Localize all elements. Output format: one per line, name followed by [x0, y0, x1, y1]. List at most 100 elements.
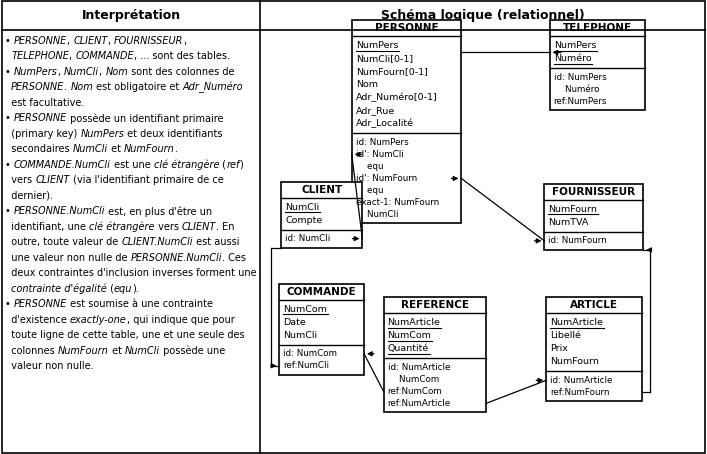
Text: identifiant, une: identifiant, une [5, 222, 89, 232]
Text: ,: , [67, 35, 74, 45]
Text: •: • [5, 159, 14, 169]
Text: NumPers: NumPers [554, 41, 596, 50]
Bar [281, 182, 363, 247]
Text: Schéma logique (relationnel): Schéma logique (relationnel) [380, 9, 585, 22]
Text: vers: vers [5, 175, 35, 185]
Text: est obligatoire et: est obligatoire et [93, 82, 182, 92]
Text: (via l'identifiant primaire de ce: (via l'identifiant primaire de ce [69, 175, 223, 185]
Text: ref:NumCom: ref:NumCom [387, 387, 443, 396]
Text: Numéro: Numéro [554, 54, 591, 64]
Text: NumCli: NumCli [73, 144, 108, 154]
Text: Adr_Numéro: Adr_Numéro [182, 82, 243, 94]
Text: Libellé: Libellé [550, 331, 581, 340]
Text: ): ) [240, 159, 243, 169]
Text: id: NumArticle: id: NumArticle [387, 363, 450, 372]
Text: CLIENT: CLIENT [301, 185, 342, 195]
Text: outre, toute valeur de: outre, toute valeur de [5, 237, 122, 247]
Text: Adr_Numéro[0-1]: Adr_Numéro[0-1] [356, 93, 438, 103]
Text: equ: equ [114, 283, 132, 293]
Text: COMMANDE: COMMANDE [76, 51, 134, 61]
Text: ).: ). [132, 283, 139, 293]
Text: id: NumArticle: id: NumArticle [550, 376, 612, 385]
Text: ref: ref [226, 159, 240, 169]
Text: id: NumCli: id: NumCli [285, 234, 330, 243]
Text: exactly-one: exactly-one [70, 315, 127, 325]
Text: CLIENT: CLIENT [182, 222, 216, 232]
Text: possède un identifiant primaire: possède un identifiant primaire [67, 113, 223, 123]
Text: NumCom: NumCom [284, 305, 327, 314]
Bar [279, 284, 364, 375]
Text: Nom: Nom [105, 66, 128, 77]
Text: PERSONNE: PERSONNE [14, 113, 67, 123]
Bar [544, 184, 643, 250]
Text: (: ( [219, 159, 226, 169]
Text: (: ( [107, 283, 114, 293]
Text: exact-1: NumFourn: exact-1: NumFourn [356, 198, 439, 207]
Text: ref:NumArticle: ref:NumArticle [387, 399, 450, 408]
Text: possède une: possède une [160, 345, 225, 356]
Text: NumFourn: NumFourn [124, 144, 175, 154]
Text: , qui indique que pour: , qui indique que pour [127, 315, 235, 325]
Text: valeur non nulle.: valeur non nulle. [5, 361, 93, 371]
Text: id: NumPers: id: NumPers [554, 73, 607, 82]
Text: d'existence: d'existence [5, 315, 70, 325]
Text: NumCom: NumCom [387, 375, 439, 384]
Text: et: et [108, 144, 124, 154]
Bar [351, 20, 461, 223]
Text: NumCli[0-1]: NumCli[0-1] [356, 54, 413, 64]
Text: secondaires: secondaires [5, 144, 73, 154]
Bar [384, 297, 486, 412]
Text: REFERENCE: REFERENCE [401, 301, 469, 311]
Text: ,: , [99, 66, 105, 77]
Text: •: • [5, 299, 14, 309]
Text: CLIENT: CLIENT [35, 175, 69, 185]
Text: ,: , [58, 66, 64, 77]
Text: ,: , [183, 35, 187, 45]
Text: ,: , [69, 51, 76, 61]
Text: .: . [64, 82, 71, 92]
Text: CLIENT: CLIENT [74, 35, 108, 45]
Text: sont des colonnes de: sont des colonnes de [128, 66, 235, 77]
Text: . Ces: . Ces [222, 252, 246, 262]
Text: NumPers: NumPers [356, 41, 398, 50]
Text: •: • [5, 35, 14, 45]
Text: Quantité: Quantité [387, 345, 429, 353]
Text: NumFourn: NumFourn [549, 205, 597, 214]
Text: NumCom: NumCom [387, 331, 431, 340]
Text: Numéro: Numéro [554, 85, 600, 94]
Text: NumCli: NumCli [124, 345, 160, 355]
Text: est aussi: est aussi [193, 237, 240, 247]
Text: et deux identifiants: et deux identifiants [124, 128, 223, 138]
Text: id: NumCom: id: NumCom [284, 349, 337, 358]
Text: PERSONNE: PERSONNE [11, 82, 64, 92]
Text: PERSONNE: PERSONNE [14, 35, 67, 45]
Bar [547, 297, 642, 401]
Text: une valeur non nulle de: une valeur non nulle de [5, 252, 131, 262]
Text: dernier).: dernier). [5, 191, 53, 201]
Text: FOURNISSEUR: FOURNISSEUR [552, 187, 636, 197]
Text: COMMANDE.NumCli: COMMANDE.NumCli [14, 159, 111, 169]
Text: Adr_Localité: Adr_Localité [356, 119, 414, 128]
Text: est soumise à une contrainte: est soumise à une contrainte [67, 299, 214, 309]
Text: PERSONNE: PERSONNE [375, 24, 438, 34]
Text: id: NumPers: id: NumPers [356, 138, 409, 147]
Text: ,: , [108, 35, 114, 45]
Text: vers: vers [155, 222, 182, 232]
Text: colonnes: colonnes [5, 345, 58, 355]
Text: NumFourn: NumFourn [550, 357, 599, 366]
Text: (primary key): (primary key) [5, 128, 81, 138]
Text: NumCli: NumCli [285, 202, 319, 212]
Text: equ: equ [356, 186, 383, 195]
Text: contrainte d'égalité: contrainte d'égalité [11, 283, 107, 294]
Text: toute ligne de cette table, une et une seule des: toute ligne de cette table, une et une s… [5, 330, 245, 340]
Text: deux contraintes d'inclusion inverses forment une: deux contraintes d'inclusion inverses fo… [5, 268, 257, 278]
Text: ref:NumCli: ref:NumCli [284, 361, 329, 370]
Bar [550, 20, 645, 110]
Text: •: • [5, 66, 14, 77]
Text: TELEPHONE: TELEPHONE [11, 51, 69, 61]
Text: id: NumFourn: id: NumFourn [549, 237, 607, 245]
Text: Nom: Nom [356, 80, 378, 89]
Text: Adr_Rue: Adr_Rue [356, 106, 395, 115]
Text: PERSONNE: PERSONNE [14, 299, 67, 309]
Text: .: . [175, 144, 177, 154]
